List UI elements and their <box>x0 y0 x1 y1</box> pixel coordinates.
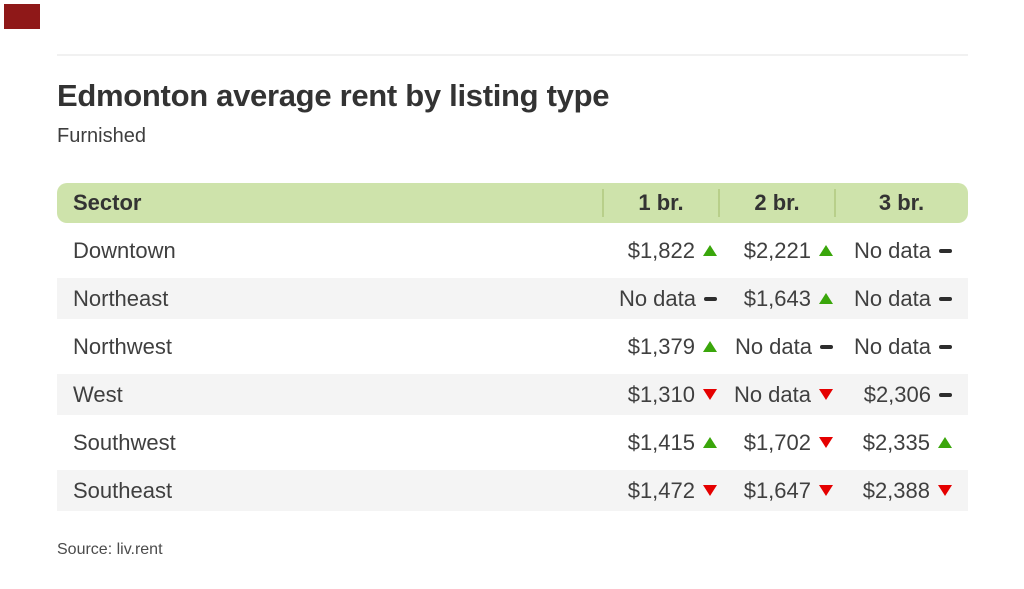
table-row: Northwest $1,379 No data No data <box>57 326 968 367</box>
trend-up-icon <box>703 245 717 256</box>
source-attribution: Source: liv.rent <box>57 541 163 558</box>
rent-cell: $1,310 <box>603 374 719 415</box>
rent-value: $1,822 <box>627 237 695 263</box>
trend-up-icon <box>938 437 952 448</box>
rent-cell: No data <box>603 278 719 319</box>
column-header-sector: Sector <box>73 190 142 215</box>
rent-cell: $1,643 <box>719 278 835 319</box>
table-row: Southeast $1,472 $1,647 $2,388 <box>57 470 968 511</box>
rent-cell: $1,472 <box>603 470 719 511</box>
table-row: Southwest $1,415 $1,702 $2,335 <box>57 422 968 463</box>
rent-cell: No data <box>719 374 835 415</box>
rent-value: $1,472 <box>627 477 695 503</box>
table-header-row: Sector 1 br. 2 br. 3 br. <box>57 183 968 223</box>
rent-value: No data <box>853 285 931 311</box>
rent-cell: $1,822 <box>603 230 719 271</box>
page-title: Edmonton average rent by listing type <box>57 78 610 113</box>
no-change-icon <box>939 392 952 397</box>
rent-cell: $2,306 <box>835 374 968 415</box>
trend-down-icon <box>938 485 952 496</box>
sector-label: West <box>73 381 123 407</box>
trend-down-icon <box>819 389 833 400</box>
page-subtitle: Furnished <box>57 125 146 147</box>
sector-label: Southeast <box>73 477 173 503</box>
rent-value: $1,415 <box>627 429 695 455</box>
rent-value: $2,335 <box>862 429 930 455</box>
rent-value: $1,379 <box>627 333 695 359</box>
trend-up-icon <box>819 293 833 304</box>
rent-cell: $1,379 <box>603 326 719 367</box>
column-header-1br: 1 br. <box>602 183 719 223</box>
red-marker <box>4 4 40 29</box>
rent-table: Sector 1 br. 2 br. 3 br. Downtown $1,822… <box>57 183 968 511</box>
rent-value: $1,647 <box>743 477 811 503</box>
rent-cell: No data <box>835 230 968 271</box>
table-row: Northeast No data $1,643 No data <box>57 278 968 319</box>
rent-cell: No data <box>835 326 968 367</box>
no-change-icon <box>939 296 952 301</box>
table-row: Downtown $1,822 $2,221 No data <box>57 230 968 271</box>
rent-cell: No data <box>835 278 968 319</box>
rent-value: No data <box>618 285 696 311</box>
rent-cell: $2,221 <box>719 230 835 271</box>
rent-value: $1,643 <box>743 285 811 311</box>
top-divider <box>57 54 968 56</box>
column-header-3br: 3 br. <box>834 183 968 223</box>
sector-label: Downtown <box>73 237 176 263</box>
rent-cell: $2,388 <box>835 470 968 511</box>
rent-value: $1,702 <box>743 429 811 455</box>
trend-down-icon <box>819 485 833 496</box>
sector-label: Northwest <box>73 333 173 359</box>
trend-up-icon <box>703 341 717 352</box>
rent-value: $2,388 <box>862 477 930 503</box>
trend-up-icon <box>819 245 833 256</box>
no-change-icon <box>820 344 833 349</box>
rent-value: No data <box>853 333 931 359</box>
table-row: West $1,310 No data $2,306 <box>57 374 968 415</box>
rent-value: No data <box>733 381 811 407</box>
rent-value: $2,306 <box>863 381 931 407</box>
sector-label: Southwest <box>73 429 176 455</box>
rent-value: $2,221 <box>743 237 811 263</box>
rent-value: $1,310 <box>627 381 695 407</box>
rent-cell: $1,647 <box>719 470 835 511</box>
trend-up-icon <box>703 437 717 448</box>
sector-label: Northeast <box>73 285 169 311</box>
trend-down-icon <box>703 389 717 400</box>
rent-cell: $1,702 <box>719 422 835 463</box>
rent-value: No data <box>734 333 812 359</box>
no-change-icon <box>939 344 952 349</box>
rent-cell: No data <box>719 326 835 367</box>
rent-value: No data <box>853 237 931 263</box>
trend-down-icon <box>819 437 833 448</box>
rent-cell: $2,335 <box>835 422 968 463</box>
rent-cell: $1,415 <box>603 422 719 463</box>
no-change-icon <box>939 248 952 253</box>
trend-down-icon <box>703 485 717 496</box>
no-change-icon <box>704 296 717 301</box>
column-header-2br: 2 br. <box>718 183 835 223</box>
